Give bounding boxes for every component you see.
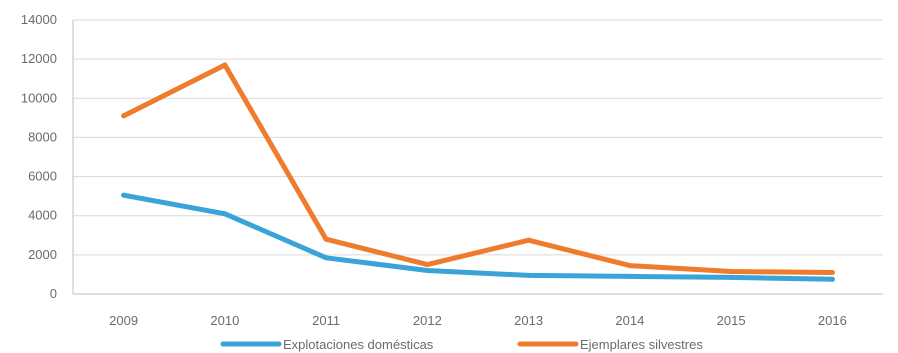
x-tick-label: 2014 (615, 313, 644, 328)
data-point-series-1 (829, 269, 835, 275)
data-point-series-0 (627, 273, 633, 279)
x-tick-label: 2016 (818, 313, 847, 328)
data-point-series-1 (627, 263, 633, 269)
data-point-series-0 (829, 276, 835, 282)
gridlines (73, 19, 883, 256)
series-lines (121, 62, 835, 282)
x-axis-tick-labels: 2009 2010 2011 2012 2013 2014 2015 2016 (109, 313, 847, 328)
series-line-0 (121, 192, 835, 282)
series-line-1 (121, 62, 835, 275)
y-tick-label: 14000 (21, 12, 57, 27)
x-tick-label: 2009 (109, 313, 138, 328)
y-tick-label: 2000 (28, 247, 57, 262)
legend-label: Ejemplares silvestres (580, 337, 703, 352)
data-point-series-0 (323, 255, 329, 261)
x-tick-label: 2012 (413, 313, 442, 328)
y-tick-label: 6000 (28, 169, 57, 184)
x-tick-label: 2011 (312, 313, 340, 328)
y-tick-label: 0 (50, 286, 57, 301)
x-tick-label: 2010 (210, 313, 239, 328)
y-axis-tick-labels: 0 2000 4000 6000 8000 10000 12000 14000 (21, 12, 57, 301)
data-point-series-0 (222, 211, 228, 217)
y-tick-label: 10000 (21, 90, 57, 105)
data-point-series-0 (728, 274, 734, 280)
data-point-series-1 (424, 262, 430, 268)
y-tick-label: 8000 (28, 129, 57, 144)
data-point-series-1 (121, 113, 127, 119)
x-tick-label: 2015 (717, 313, 746, 328)
y-tick-label: 12000 (21, 51, 57, 66)
data-point-series-1 (222, 62, 228, 68)
legend: Explotaciones domésticas Ejemplares silve… (220, 337, 703, 352)
data-point-series-0 (424, 268, 430, 274)
x-tick-label: 2013 (514, 313, 543, 328)
axes (72, 20, 883, 295)
data-point-series-0 (121, 192, 127, 198)
data-point-series-1 (728, 268, 734, 274)
y-tick-label: 4000 (28, 208, 57, 223)
data-point-series-0 (526, 272, 532, 278)
data-point-series-1 (323, 236, 329, 242)
legend-label: Explotaciones domésticas (283, 337, 434, 352)
data-point-series-1 (526, 237, 532, 243)
